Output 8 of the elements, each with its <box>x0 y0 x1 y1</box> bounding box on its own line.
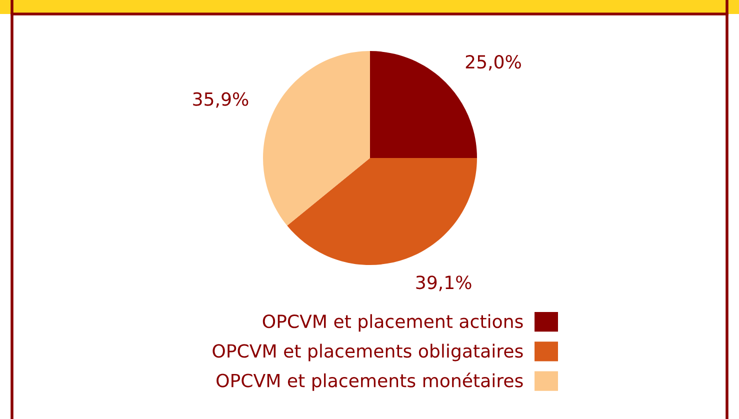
legend-label: OPCVM et placements obligataires <box>212 344 523 362</box>
pie-slice <box>287 158 477 265</box>
data-label: 25,0% <box>466 55 521 71</box>
pie-slice <box>263 51 370 226</box>
data-label: 35,9% <box>193 92 248 108</box>
legend-label: OPCVM et placement actions <box>262 314 523 332</box>
data-label: 39,1% <box>416 276 472 292</box>
legend-label: OPCVM et placements monétaires <box>216 372 523 391</box>
